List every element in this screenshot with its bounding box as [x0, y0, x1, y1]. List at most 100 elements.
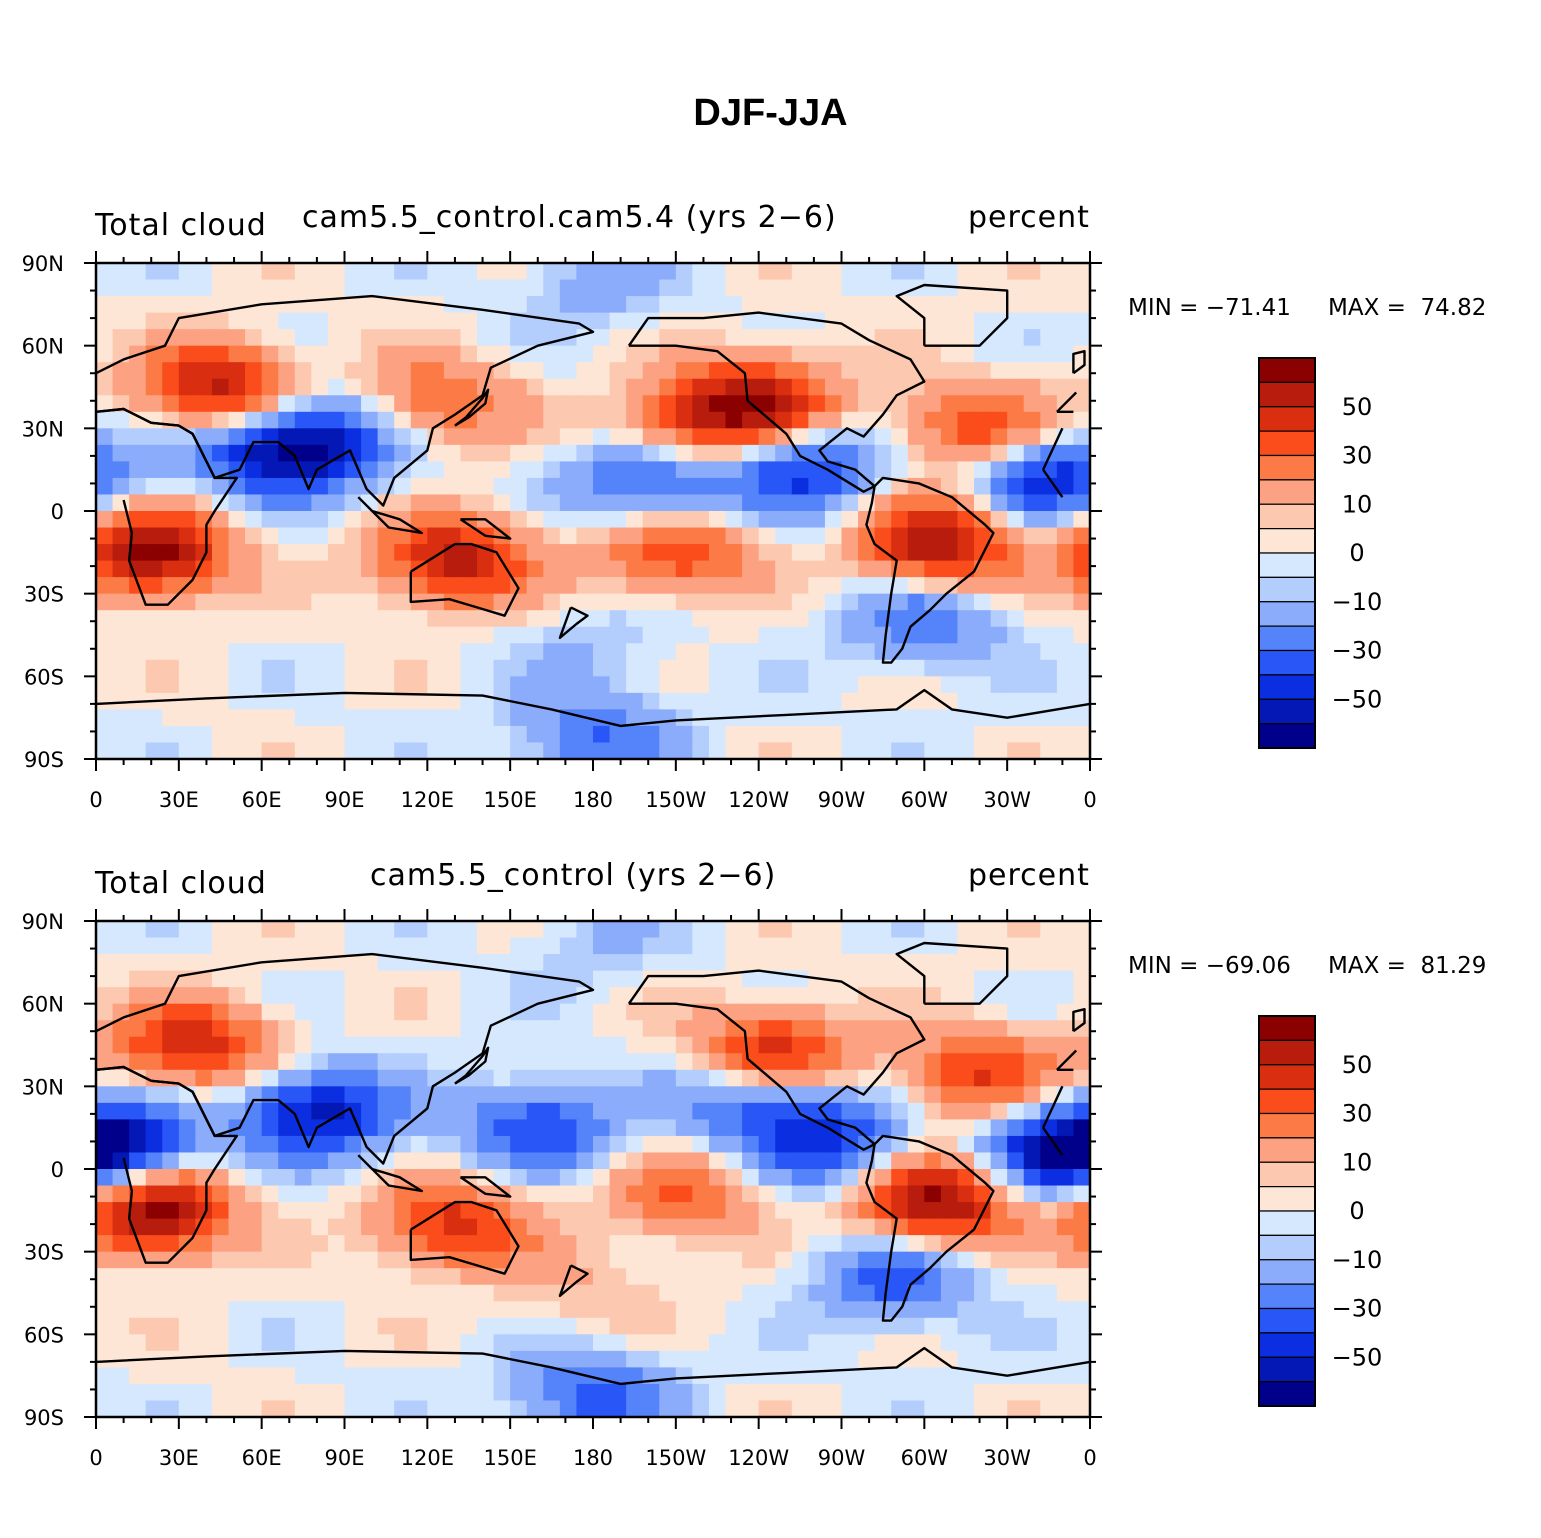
field-cell — [1007, 1020, 1025, 1038]
field-cell — [824, 312, 843, 330]
field-cell — [543, 263, 561, 281]
field-cell — [361, 970, 379, 988]
field-cell — [990, 560, 1008, 578]
field-cell — [261, 921, 279, 939]
field-cell — [394, 1367, 412, 1385]
field-cell — [361, 1268, 379, 1286]
field-cell — [940, 1235, 959, 1253]
field-cell — [278, 610, 296, 628]
field-cell — [576, 937, 594, 955]
field-cell — [609, 1383, 627, 1402]
field-cell — [559, 937, 578, 955]
field-cell — [493, 560, 511, 578]
field-cell — [178, 1135, 196, 1154]
field-cell — [1023, 511, 1041, 529]
field-cell — [543, 511, 561, 529]
field-cell — [791, 477, 809, 496]
field-cell — [874, 1218, 892, 1236]
field-cell — [609, 970, 627, 988]
field-cell — [758, 362, 776, 380]
field-cell — [791, 1218, 809, 1236]
field-cell — [874, 921, 892, 939]
field-cell — [957, 742, 975, 759]
field-cell — [692, 494, 710, 512]
field-cell — [725, 1053, 743, 1071]
field-cell — [410, 1317, 428, 1335]
field-cell — [692, 428, 710, 446]
field-cell — [576, 1169, 594, 1187]
field-cell — [493, 395, 511, 413]
field-cell — [1056, 1218, 1075, 1236]
field-cell — [1056, 577, 1075, 595]
field-cell — [145, 1185, 163, 1203]
field-cell — [1023, 378, 1041, 396]
field-cell — [543, 444, 561, 462]
field-cell — [526, 1383, 544, 1402]
field-cell — [294, 1251, 312, 1269]
field-cell — [410, 970, 428, 988]
field-cell — [410, 692, 428, 710]
colorbar-swatch — [1258, 1161, 1316, 1188]
field-cell — [758, 1400, 776, 1417]
field-cell — [907, 987, 925, 1005]
field-cell — [278, 329, 296, 347]
field-cell — [410, 1003, 428, 1021]
field-cell — [907, 1069, 925, 1087]
field-cell — [145, 610, 163, 628]
field-cell — [245, 329, 263, 347]
y-tick-label: 30S — [24, 583, 64, 607]
field-cell — [924, 1119, 942, 1137]
field-cell — [112, 560, 130, 578]
field-cell — [1056, 1317, 1075, 1335]
field-cell — [1040, 1383, 1058, 1402]
field-cell — [162, 444, 180, 462]
field-cell — [394, 1069, 412, 1087]
field-cell — [162, 1202, 180, 1220]
field-cell — [311, 1268, 329, 1286]
field-cell — [659, 362, 677, 380]
field-cell — [824, 1235, 843, 1253]
field-cell — [974, 676, 992, 694]
field-cell — [858, 395, 876, 413]
coastline — [865, 476, 995, 664]
field-cell — [443, 1251, 462, 1269]
field-cell — [377, 987, 395, 1005]
field-cell — [576, 1119, 594, 1137]
field-cell — [211, 345, 230, 363]
field-cell — [311, 1102, 329, 1120]
field-cell — [361, 1284, 379, 1302]
field-cell — [311, 1400, 329, 1417]
field-cell — [278, 511, 296, 529]
field-cell — [559, 1185, 578, 1203]
field-cell — [874, 742, 892, 759]
field-cell — [907, 428, 925, 446]
field-cell — [791, 362, 809, 380]
field-cell — [294, 676, 312, 694]
field-cell — [791, 1119, 809, 1137]
field-cell — [758, 1102, 776, 1120]
field-cell — [841, 1020, 859, 1038]
field-cell — [891, 676, 909, 694]
field-cell — [675, 544, 693, 562]
field-cell — [394, 1218, 412, 1236]
field-cell — [874, 1350, 892, 1368]
field-cell — [940, 742, 959, 759]
field-cell — [609, 593, 627, 611]
field-cell — [427, 461, 445, 479]
field-cell — [112, 610, 130, 628]
field-cell — [228, 1169, 246, 1187]
field-cell — [742, 921, 760, 939]
field-cell — [526, 511, 544, 529]
field-cell — [924, 659, 942, 677]
field-cell — [344, 296, 362, 314]
field-cell — [742, 954, 760, 972]
field-cell — [1023, 1086, 1041, 1104]
field-cell — [841, 921, 859, 939]
field-cell — [924, 1053, 942, 1071]
field-cell — [907, 1202, 925, 1220]
field-cell — [510, 1152, 528, 1170]
field-cell — [858, 1317, 876, 1335]
field-cell — [377, 742, 395, 759]
field-cell — [427, 1152, 445, 1170]
field-cell — [477, 577, 495, 595]
